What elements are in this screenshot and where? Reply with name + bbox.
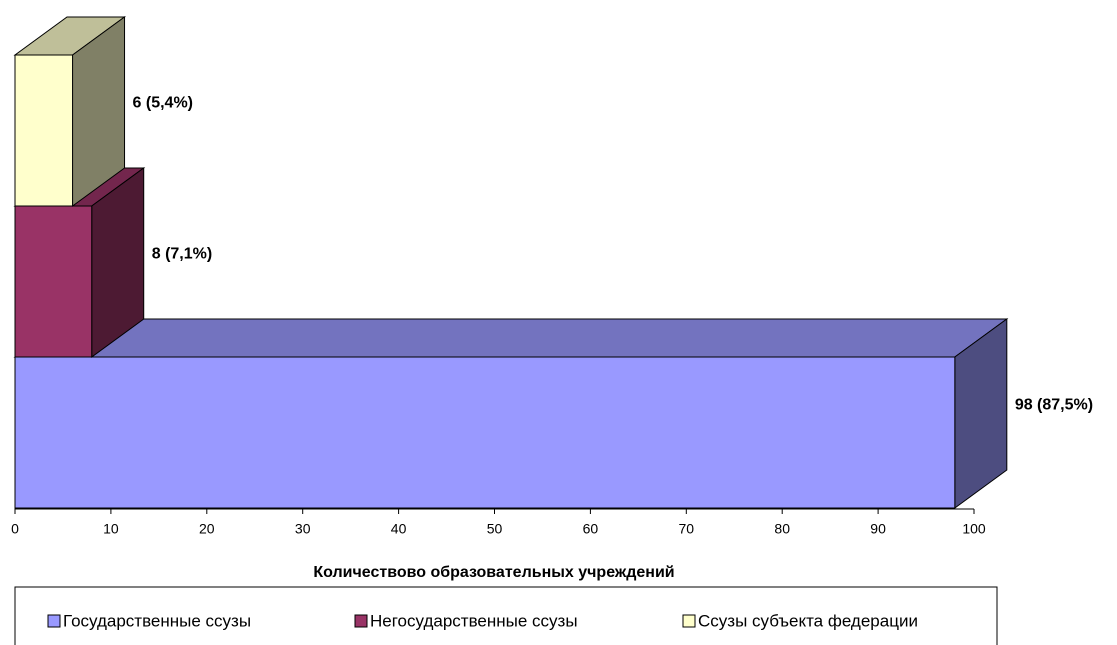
- bar-top: [13, 318, 1009, 358]
- x-tick-label: 60: [583, 521, 599, 537]
- data-label: 6 (5,4%): [133, 95, 193, 112]
- x-axis-title: Количествово образовательных учреждений: [313, 564, 674, 581]
- legend-swatch: [682, 614, 696, 628]
- legend-box: [14, 586, 998, 645]
- legend-label: Государственные ссузы: [63, 611, 251, 630]
- legend-label: Ссузы субъекта федерации: [698, 611, 918, 630]
- data-label: 8 (7,1%): [152, 246, 212, 263]
- legend-label: Негосударственные ссузы: [370, 611, 578, 630]
- x-tick-label: 70: [679, 521, 695, 537]
- bar: [14, 54, 74, 207]
- x-tick-label: 40: [391, 521, 407, 537]
- bar: [14, 205, 93, 358]
- x-tick-label: 90: [870, 521, 886, 537]
- legend-swatch: [354, 614, 368, 628]
- x-tick-label: 30: [295, 521, 311, 537]
- x-tick-label: 80: [774, 521, 790, 537]
- legend-swatch: [47, 614, 61, 628]
- x-tick-label: 10: [103, 521, 119, 537]
- data-label: 98 (87,5%): [1015, 397, 1093, 414]
- x-tick-label: 50: [487, 521, 503, 537]
- x-tick-label: 0: [11, 521, 19, 537]
- bar: [14, 356, 956, 509]
- x-tick-label: 100: [962, 521, 986, 537]
- x-tick-label: 20: [199, 521, 215, 537]
